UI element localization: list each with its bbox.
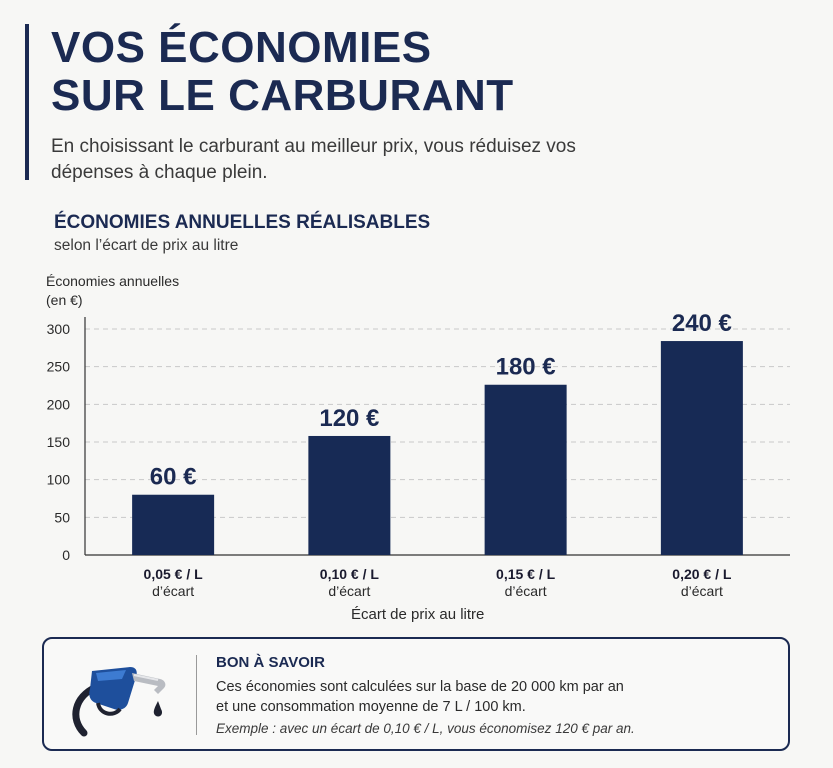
header: VOS ÉCONOMIES SUR LE CARBURANT En choisi… — [25, 24, 625, 183]
bar-value-label: 180 € — [496, 354, 556, 381]
x-tick-label: 0,20 € / L — [672, 566, 732, 582]
info-box: BON À SAVOIR Ces économies sont calculée… — [42, 637, 790, 751]
x-tick-label: 0,05 € / L — [144, 566, 204, 582]
y-axis-label: Économies annuelles (en €) — [46, 272, 179, 310]
title-line-2: SUR LE CARBURANT — [51, 71, 514, 120]
info-example: Exemple : avec un écart de 0,10 € / L, v… — [216, 721, 635, 736]
bar-3 — [484, 384, 567, 555]
y-tick-label: 0 — [62, 547, 70, 563]
bar-1 — [132, 494, 215, 555]
x-tick-label: 0,10 € / L — [320, 566, 380, 582]
x-tick-sublabel: d’écart — [152, 583, 194, 599]
info-text: Ces économies sont calculées sur la base… — [216, 677, 776, 717]
y-tick-label: 150 — [47, 434, 71, 450]
info-text-line-1: Ces économies sont calculées sur la base… — [216, 679, 624, 695]
bar-value-label: 60 € — [150, 464, 197, 491]
page-subtitle: En choisissant le carburant au meilleur … — [51, 136, 576, 183]
y-tick-label: 50 — [54, 509, 70, 525]
bar-4 — [660, 341, 743, 555]
y-tick-label: 100 — [47, 472, 71, 488]
info-text-line-2: et une consommation moyenne de 7 L / 100… — [216, 699, 526, 715]
y-tick-label: 250 — [47, 359, 71, 375]
bar-2 — [308, 435, 391, 555]
x-tick-sublabel: d’écart — [681, 583, 723, 599]
chart-subtitle: selon l’écart de prix au litre — [54, 237, 239, 254]
y-tick-label: 300 — [47, 321, 71, 337]
x-tick-label: 0,15 € / L — [496, 566, 556, 582]
bar-value-label: 240 € — [672, 310, 732, 337]
info-heading: BON À SAVOIR — [216, 654, 325, 671]
y-axis-label-line-1: Économies annuelles — [46, 273, 180, 289]
chart-title: ÉCONOMIES ANNUELLES RÉALISABLES — [54, 212, 431, 233]
page-title: VOS ÉCONOMIES SUR LE CARBURANT — [51, 24, 625, 120]
x-tick-sublabel: d’écart — [328, 583, 370, 599]
fuel-nozzle-icon — [66, 657, 176, 742]
bar-value-label: 120 € — [319, 405, 379, 432]
info-divider — [196, 655, 197, 735]
y-tick-label: 200 — [47, 396, 71, 412]
y-axis-label-line-2: (en €) — [46, 292, 83, 308]
x-axis-title: Écart de prix au litre — [351, 606, 485, 623]
x-tick-sublabel: d’écart — [505, 583, 547, 599]
title-line-1: VOS ÉCONOMIES — [51, 23, 432, 72]
